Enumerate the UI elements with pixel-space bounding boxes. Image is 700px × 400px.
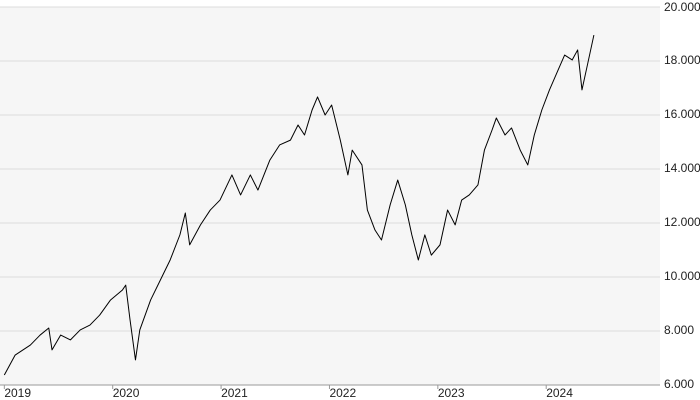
price-line (3, 34, 595, 376)
x-tick-label: 2023 (438, 386, 465, 400)
y-tick-label: 18.000 (664, 53, 700, 67)
y-tick-label: 10.000 (664, 269, 700, 283)
y-tick-label: 16.000 (664, 107, 700, 121)
y-tick-label: 6.000 (664, 377, 694, 391)
y-tick-label: 12.000 (664, 215, 700, 229)
plot-area (0, 7, 660, 385)
x-tick-label: 2021 (221, 386, 248, 400)
x-tick-label: 2019 (4, 386, 31, 400)
x-tick-label: 2022 (329, 386, 356, 400)
y-tick-label: 14.000 (664, 161, 700, 175)
x-tick-label: 2020 (113, 386, 140, 400)
y-tick-label: 8.000 (664, 323, 694, 337)
y-tick-label: 20.000 (664, 0, 700, 14)
x-tick-label: 2024 (546, 386, 573, 400)
